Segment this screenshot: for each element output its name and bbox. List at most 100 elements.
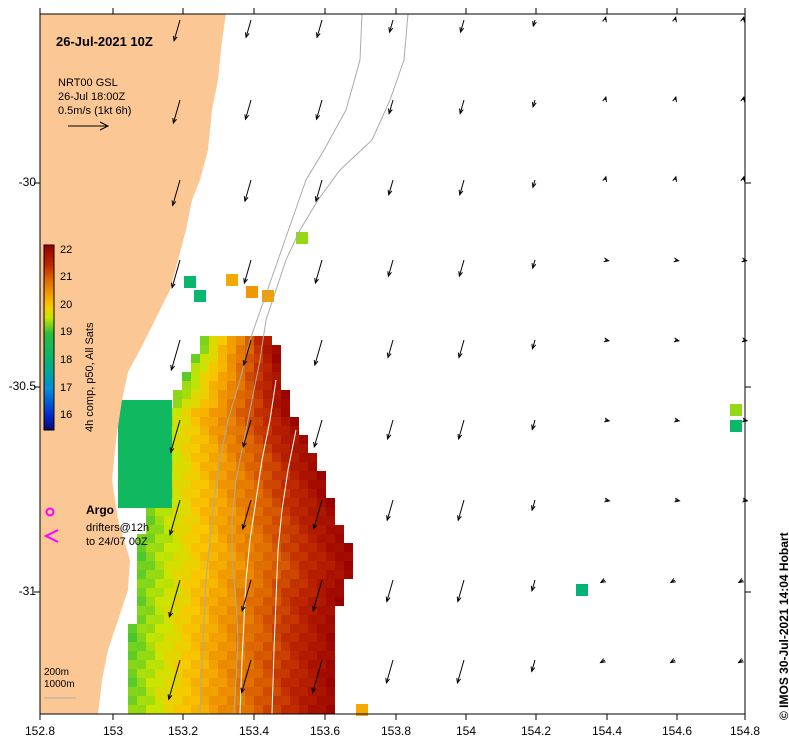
sst-pixel — [245, 615, 254, 624]
sst-pixel — [191, 372, 200, 381]
sst-pixel — [191, 633, 200, 642]
current-arrow-head — [674, 497, 681, 503]
sst-pixel — [290, 579, 299, 588]
current-arrow — [313, 419, 323, 448]
sst-pixel — [299, 651, 308, 660]
sst-pixel — [209, 705, 218, 714]
sst-pixel — [173, 705, 182, 714]
sst-pixel — [281, 471, 290, 480]
sst-pixel — [218, 705, 227, 714]
sst-pixel — [254, 687, 263, 696]
sst-pixel — [254, 579, 263, 588]
sst-pixel — [127, 490, 136, 499]
sst-pixel — [182, 624, 191, 633]
sst-pixel — [136, 409, 145, 418]
current-arrow — [388, 99, 394, 114]
sst-pixel — [146, 561, 155, 570]
sst-pixel — [335, 588, 344, 597]
current-arrow — [531, 659, 536, 672]
sst-pixel — [281, 669, 290, 678]
sst-pixel — [227, 381, 236, 390]
sst-pixel — [200, 471, 209, 480]
sst-pixel — [236, 570, 245, 579]
sst-pixel — [245, 363, 254, 372]
sst-pixel — [245, 624, 254, 633]
sst-pixel — [218, 687, 227, 696]
current-arrow — [314, 339, 323, 366]
sst-pixel — [200, 687, 209, 696]
sst-pixel — [281, 588, 290, 597]
sst-pixel — [155, 624, 164, 633]
sst-pixel — [281, 507, 290, 516]
sst-pixel — [308, 579, 317, 588]
sst-pixel — [326, 588, 335, 597]
sst-pixel — [254, 651, 263, 660]
sst-pixel — [145, 400, 154, 409]
sst-pixel — [137, 588, 146, 597]
sst-pixel — [299, 624, 308, 633]
sst-pixel — [209, 480, 218, 489]
sst-pixel — [191, 453, 200, 462]
sst-pixel — [344, 543, 353, 552]
sst-pixel — [145, 436, 154, 445]
sst-pixel — [335, 579, 344, 588]
sst-pixel — [290, 561, 299, 570]
sst-pixel — [308, 516, 317, 525]
sst-pixel — [272, 345, 281, 354]
sst-pixel — [137, 561, 146, 570]
sst-pixel — [136, 445, 145, 454]
current-arrow — [171, 259, 181, 288]
sst-pixel — [263, 606, 272, 615]
sst-pixel — [182, 552, 191, 561]
sst-pixel — [137, 552, 146, 561]
sst-pixel — [356, 704, 368, 716]
sst-pixel — [164, 597, 173, 606]
current-arrow-head — [672, 16, 677, 23]
current-arrow-head — [457, 515, 462, 522]
current-arrow — [532, 339, 536, 349]
sst-pixel — [236, 399, 245, 408]
sst-pixel — [118, 463, 127, 472]
sst-pixel — [154, 472, 163, 481]
sst-pixel — [154, 409, 163, 418]
sst-pixel — [227, 471, 236, 480]
sst-pixel — [146, 633, 155, 642]
x-tick-label: 154.8 — [729, 724, 761, 738]
sst-pixel — [145, 418, 154, 427]
sst-pixel — [191, 525, 200, 534]
sst-pixel — [191, 399, 200, 408]
sst-pixel — [191, 390, 200, 399]
sst-pixel — [335, 597, 344, 606]
sst-pixel — [218, 642, 227, 651]
sst-pixel — [317, 687, 326, 696]
sst-pixel — [290, 606, 299, 615]
sst-pixel — [173, 651, 182, 660]
sst-pixel — [272, 570, 281, 579]
sst-pixel — [254, 588, 263, 597]
sst-pixel — [299, 606, 308, 615]
sst-pixel — [227, 498, 236, 507]
sst-pixel — [173, 444, 182, 453]
sst-pixel — [317, 660, 326, 669]
sst-pixel — [299, 516, 308, 525]
sst-pixel — [127, 445, 136, 454]
sst-pixel — [236, 444, 245, 453]
current-arrow-head — [312, 605, 317, 612]
sst-pixel — [209, 606, 218, 615]
sst-pixel — [245, 354, 254, 363]
sst-pixel — [227, 579, 236, 588]
sst-pixel — [281, 570, 290, 579]
sst-pixel — [137, 597, 146, 606]
sst-pixel — [127, 436, 136, 445]
sst-pixel — [118, 445, 127, 454]
sst-pixel — [173, 642, 182, 651]
current-arrow — [457, 499, 465, 521]
sst-pixel — [299, 588, 308, 597]
sst-pixel — [245, 606, 254, 615]
sst-pixel — [218, 336, 227, 345]
sst-pixel — [281, 543, 290, 552]
sst-pixel — [182, 381, 191, 390]
sst-pixel — [127, 454, 136, 463]
current-arrow-head — [387, 271, 392, 278]
